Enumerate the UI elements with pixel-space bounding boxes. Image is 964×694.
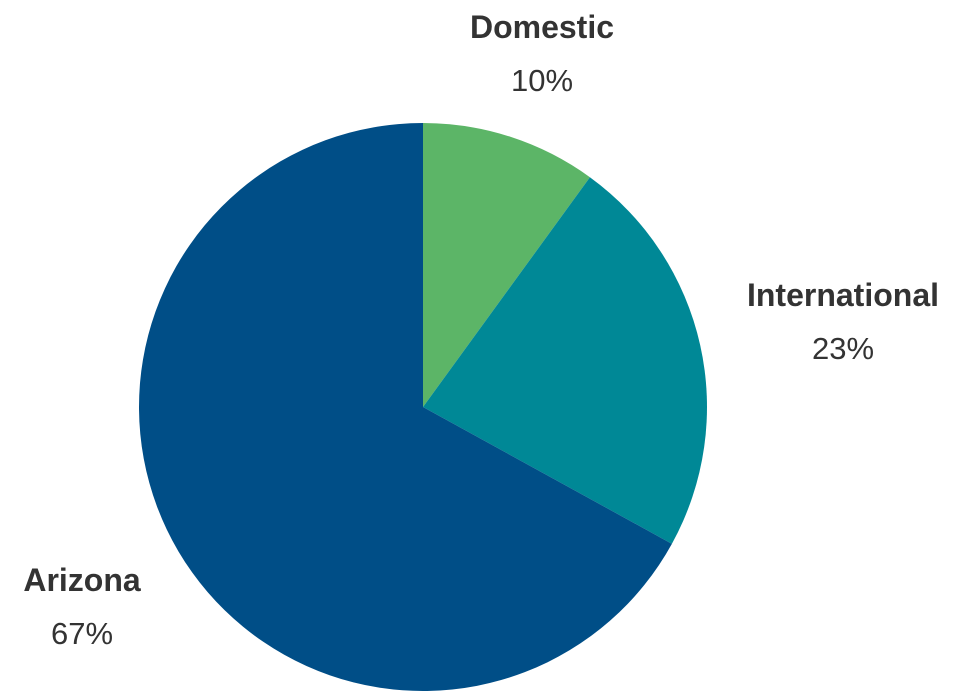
label-domestic-value: 10%: [511, 63, 573, 98]
label-arizona: Arizona 67%: [23, 562, 141, 651]
pie-slice-arizona: [138, 123, 672, 691]
label-domestic: Domestic 10%: [470, 9, 614, 98]
label-international-name: International: [747, 277, 939, 313]
label-international-value: 23%: [812, 331, 874, 366]
pie-slice-domestic: [423, 123, 590, 407]
pie-slice-international: [423, 177, 707, 544]
label-arizona-value: 67%: [51, 616, 113, 651]
pie-slices: [138, 123, 707, 691]
label-domestic-name: Domestic: [470, 9, 614, 45]
label-arizona-name: Arizona: [23, 562, 141, 598]
label-international: International 23%: [747, 277, 939, 366]
